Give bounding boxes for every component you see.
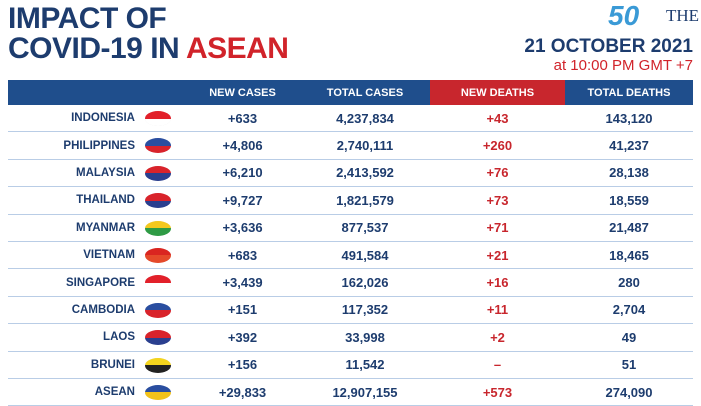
- table-row: PHILIPPINES +4,806 2,740,111 +260 41,237: [8, 131, 693, 160]
- flag: [145, 275, 171, 291]
- country: ASEAN: [8, 378, 185, 406]
- table-row: THAILAND +9,727 1,821,579 +73 18,559: [8, 186, 693, 215]
- cell: +73: [430, 186, 565, 215]
- flag: [145, 247, 171, 263]
- header-row: NEW CASES TOTAL CASES NEW DEATHS TOTAL DEAT…: [8, 80, 693, 105]
- country: INDONESIA: [8, 105, 185, 133]
- cell: +11: [430, 296, 565, 325]
- title-text: COVID-19 IN: [8, 32, 180, 65]
- column-header: TOTAL DEATHS: [565, 80, 693, 105]
- flag: [145, 302, 171, 318]
- table-row: MALAYSIA +6,210 2,413,592 +76 28,138: [8, 159, 693, 188]
- cell: 12,907,155: [300, 378, 430, 406]
- flag: [145, 165, 171, 181]
- country: THAILAND: [8, 186, 185, 215]
- table-body: INDONESIA +633 4,237,834 +43 143,120 PHILIPPI…: [8, 105, 693, 406]
- cell: +2: [430, 323, 565, 352]
- cell: +392: [185, 323, 300, 352]
- cell: +6,210: [185, 159, 300, 188]
- cell: 18,465: [565, 241, 693, 270]
- logo-text: THE NAT: [666, 6, 701, 25]
- logo-mark: 50: [608, 0, 640, 31]
- cell: +16: [430, 268, 565, 297]
- cell: 51: [565, 351, 693, 379]
- cell: 18,559: [565, 186, 693, 215]
- cell: 28,138: [565, 159, 693, 188]
- cell: +9,727: [185, 186, 300, 215]
- cell: 2,704: [565, 296, 693, 325]
- country: MYANMAR: [8, 214, 185, 242]
- title-line1: IMPACT OF: [8, 2, 167, 35]
- cell: 117,352: [300, 296, 430, 325]
- cell: +3,636: [185, 214, 300, 242]
- time: at 10:00 PM GMT +7: [553, 57, 693, 74]
- table-row: LAOS +392 33,998 +2 49: [8, 323, 693, 352]
- table-row: INDONESIA +633 4,237,834 +43 143,120: [8, 105, 693, 133]
- country: CAMBODIA: [8, 296, 185, 325]
- table-row: SINGAPORE +3,439 162,026 +16 280: [8, 268, 693, 297]
- cell: +71: [430, 214, 565, 242]
- cell: 162,026: [300, 268, 430, 297]
- country: MALAYSIA: [8, 159, 185, 188]
- column-header: NEW CASES: [185, 80, 300, 105]
- date: 21 OCTOBER 2021: [524, 36, 693, 57]
- country: VIETNAM: [8, 241, 185, 270]
- cell: 2,413,592: [300, 159, 430, 188]
- cell: 877,537: [300, 214, 430, 242]
- flag: [145, 330, 171, 346]
- table-row: CAMBODIA +151 117,352 +11 2,704: [8, 296, 693, 325]
- cell: +260: [430, 131, 565, 160]
- cell: 2,740,111: [300, 131, 430, 160]
- cell: +21: [430, 241, 565, 270]
- logo: 50 THE NAT: [608, 0, 701, 32]
- table-row: BRUNEI +156 11,542–51: [8, 351, 693, 379]
- column-header: NEW DEATHS: [430, 80, 565, 105]
- cell: 33,998: [300, 323, 430, 352]
- cell: +29,833: [185, 378, 300, 406]
- cell: 491,584: [300, 241, 430, 270]
- country: LAOS: [8, 323, 185, 352]
- cell: +683: [185, 241, 300, 270]
- covid-table: NEW CASES TOTAL CASES NEW DEATHS TOTAL DEAT…: [8, 80, 693, 406]
- cell: +156: [185, 351, 300, 379]
- country: PHILIPPINES: [8, 131, 185, 160]
- flag: [145, 138, 171, 154]
- cell: 1,821,579: [300, 186, 430, 215]
- flag: [145, 357, 171, 373]
- cell: +4,806: [185, 131, 300, 160]
- cell: +76: [430, 159, 565, 188]
- column-header: [8, 80, 185, 105]
- title-line2: COVID-19 IN ASEAN: [8, 32, 289, 65]
- cell: 4,237,834: [300, 105, 430, 133]
- cell: +573: [430, 378, 565, 406]
- cell: 280: [565, 268, 693, 297]
- title-highlight: ASEAN: [185, 32, 289, 65]
- cell: 143,120: [565, 105, 693, 133]
- cell: 41,237: [565, 131, 693, 160]
- flag: [145, 111, 171, 126]
- country: SINGAPORE: [8, 268, 185, 297]
- flag: [145, 193, 171, 209]
- country: BRUNEI: [8, 351, 185, 379]
- flag: [145, 220, 171, 236]
- column-header: TOTAL CASES: [300, 80, 430, 105]
- cell: 11,542: [300, 351, 430, 379]
- cell: 21,487: [565, 214, 693, 242]
- table-row: MYANMAR +3,636 877,537 +71 21,487: [8, 214, 693, 242]
- cell: –: [430, 351, 565, 379]
- cell: +43: [430, 105, 565, 133]
- cell: 274,090: [565, 378, 693, 406]
- table-row: ASEAN +29,833 12,907,155 +573 274,090: [8, 378, 693, 406]
- table-row: VIETNAM +683 491,584 +21 18,465: [8, 241, 693, 270]
- cell: +3,439: [185, 268, 300, 297]
- cell: +633: [185, 105, 300, 133]
- cell: +151: [185, 296, 300, 325]
- flag: [145, 384, 171, 400]
- cell: 49: [565, 323, 693, 352]
